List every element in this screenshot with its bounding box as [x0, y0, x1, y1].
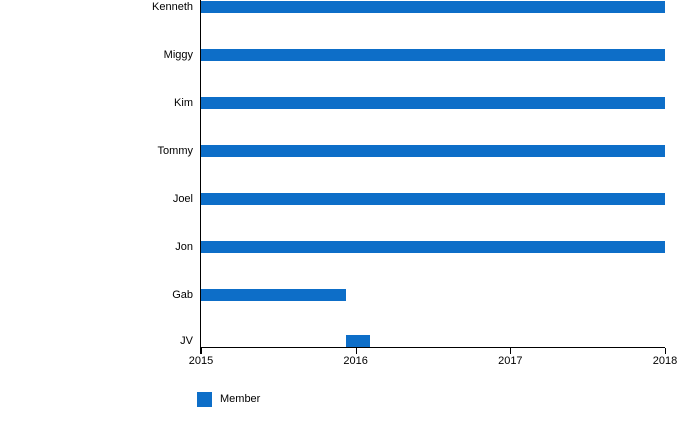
- x-axis-tick-2018: [665, 348, 666, 354]
- x-axis-tick-2015: [201, 348, 202, 354]
- bar-jon[interactable]: [201, 241, 665, 253]
- legend: Member: [197, 392, 260, 407]
- x-axis-label-2016: 2016: [343, 355, 368, 367]
- y-axis-label-gab: Gab: [172, 289, 193, 301]
- x-axis-tick-2016: [355, 348, 357, 354]
- x-axis-label-2018: 2018: [652, 355, 678, 367]
- bar-tommy[interactable]: [201, 145, 665, 157]
- x-axis-label-2015: 2015: [188, 355, 214, 367]
- y-axis-label-tommy: Tommy: [157, 145, 193, 157]
- y-axis-label-miggy: Miggy: [163, 49, 193, 61]
- bar-jv[interactable]: [346, 335, 370, 347]
- y-axis-line: [200, 0, 201, 354]
- x-axis-label-2017: 2017: [498, 355, 523, 367]
- x-axis-tick-2017: [510, 348, 512, 354]
- y-axis-label-kenneth: Kenneth: [152, 1, 193, 13]
- y-axis-label-jon: Jon: [175, 241, 193, 253]
- bar-miggy[interactable]: [201, 49, 665, 61]
- legend-member-label: Member: [220, 393, 261, 405]
- bar-kenneth[interactable]: [201, 1, 665, 13]
- y-axis-label-jv: JV: [180, 335, 193, 347]
- bar-gab[interactable]: [201, 289, 347, 301]
- legend-member-swatch: [197, 392, 212, 407]
- bar-joel[interactable]: [201, 193, 665, 205]
- y-axis-label-joel: Joel: [172, 193, 193, 205]
- bar-kim[interactable]: [201, 97, 665, 109]
- y-axis-label-kim: Kim: [174, 97, 193, 109]
- x-axis-line: [200, 347, 665, 348]
